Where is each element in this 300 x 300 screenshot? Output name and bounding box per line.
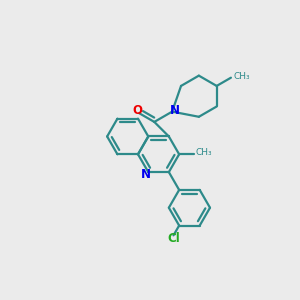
- Text: N: N: [140, 169, 150, 182]
- Text: Cl: Cl: [167, 232, 180, 245]
- Text: O: O: [133, 104, 143, 117]
- Text: CH₃: CH₃: [196, 148, 212, 158]
- Text: CH₃: CH₃: [233, 72, 250, 81]
- Text: N: N: [169, 104, 179, 117]
